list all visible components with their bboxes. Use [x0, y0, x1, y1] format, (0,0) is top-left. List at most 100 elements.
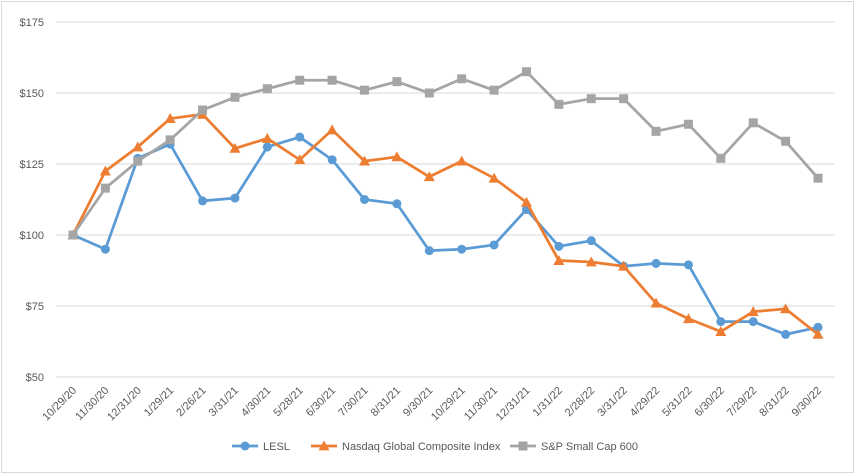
series-0	[68, 132, 823, 339]
data-point	[747, 306, 759, 317]
data-point	[229, 142, 241, 153]
x-tick-label: 12/31/21	[494, 385, 533, 424]
data-point	[295, 132, 305, 142]
x-tick-label: 4/29/22	[628, 385, 662, 419]
x-tick-label: 1/31/22	[531, 385, 565, 419]
data-point	[489, 85, 499, 95]
x-tick-label: 3/31/21	[207, 385, 241, 419]
data-point	[132, 141, 144, 152]
data-point	[780, 303, 792, 314]
data-point	[457, 244, 467, 254]
x-tick-label: 5/31/22	[660, 385, 694, 419]
data-point	[554, 99, 564, 109]
data-point	[682, 313, 694, 324]
data-point	[230, 193, 240, 203]
data-point	[553, 255, 565, 265]
x-tick-label: 6/30/21	[304, 385, 338, 419]
data-point	[423, 171, 435, 182]
data-point	[262, 84, 272, 94]
y-tick-label: $150	[20, 88, 44, 100]
data-point	[295, 75, 305, 85]
data-point	[748, 317, 758, 327]
data-point	[133, 156, 143, 166]
data-point	[360, 85, 370, 95]
data-point	[326, 124, 338, 135]
data-point	[716, 153, 726, 163]
data-point	[391, 151, 403, 162]
legend-item: LESL	[232, 441, 290, 453]
data-point	[781, 329, 791, 339]
series-line	[71, 70, 820, 236]
legend: LESL Nasdaq Global Composite Index S&P Sma…	[232, 440, 638, 453]
x-tick-label: 10/29/20	[40, 385, 79, 424]
data-point	[683, 119, 693, 129]
x-tick-label: 4/30/21	[239, 385, 273, 419]
data-point	[651, 258, 661, 268]
y-tick-label: $75	[26, 301, 44, 313]
y-axis-ticks: $50 $75 $100 $125 $150 $175	[20, 17, 44, 384]
gridlines	[56, 21, 835, 378]
x-tick-label: 10/29/21	[429, 385, 468, 424]
data-point	[618, 260, 630, 271]
y-tick-label: $100	[20, 230, 44, 242]
data-point	[327, 155, 337, 165]
data-point	[554, 241, 564, 251]
legend-label: S&P Small Cap 600	[541, 441, 638, 453]
y-tick-label: $125	[20, 159, 44, 171]
data-point	[489, 240, 499, 250]
data-point	[781, 136, 791, 146]
data-point	[327, 75, 337, 85]
legend-label: Nasdaq Global Composite Index	[342, 441, 501, 453]
data-point	[261, 132, 273, 143]
x-tick-label: 7/30/21	[336, 385, 370, 419]
data-point	[813, 173, 823, 183]
x-tick-label: 2/28/22	[563, 385, 597, 419]
data-point	[520, 196, 532, 207]
data-point	[100, 183, 110, 193]
series	[67, 67, 824, 339]
x-tick-label: 3/31/22	[595, 385, 629, 419]
data-point	[359, 155, 371, 166]
data-point	[488, 172, 500, 183]
x-tick-label: 11/30/20	[73, 385, 111, 423]
data-point	[650, 297, 662, 308]
data-point	[521, 67, 531, 77]
legend-swatch-marker	[518, 441, 528, 451]
data-point	[456, 155, 468, 166]
data-point	[457, 74, 467, 84]
data-point	[586, 94, 596, 104]
data-point	[716, 317, 726, 327]
data-point	[619, 94, 629, 104]
x-tick-label: 1/29/21	[142, 385, 176, 419]
x-axis-ticks: 10/29/2011/30/2012/31/201/29/212/26/213/…	[40, 385, 824, 424]
data-point	[100, 244, 110, 254]
data-point	[586, 236, 596, 246]
series-line	[72, 135, 819, 336]
x-tick-label: 9/30/22	[790, 385, 824, 419]
data-point	[812, 328, 824, 339]
data-point	[165, 135, 175, 145]
series-line	[71, 112, 819, 336]
data-point	[748, 118, 758, 128]
series-2	[68, 67, 823, 240]
data-point	[230, 92, 240, 102]
data-point	[68, 230, 78, 240]
x-tick-label: 6/30/22	[693, 385, 727, 419]
legend-swatch-marker	[240, 441, 250, 451]
data-point	[715, 326, 727, 336]
data-point	[262, 142, 272, 152]
data-point	[424, 88, 434, 98]
legend-swatch-marker	[318, 440, 330, 451]
data-point	[198, 105, 208, 115]
data-point	[392, 199, 402, 209]
x-tick-label: 11/30/21	[462, 385, 500, 423]
x-tick-label: 2/26/21	[174, 385, 208, 419]
y-tick-label: $50	[26, 372, 44, 384]
data-point	[683, 260, 693, 270]
x-tick-label: 8/31/22	[757, 385, 791, 419]
data-point	[198, 196, 208, 206]
data-point	[99, 165, 111, 176]
data-point	[813, 322, 823, 332]
